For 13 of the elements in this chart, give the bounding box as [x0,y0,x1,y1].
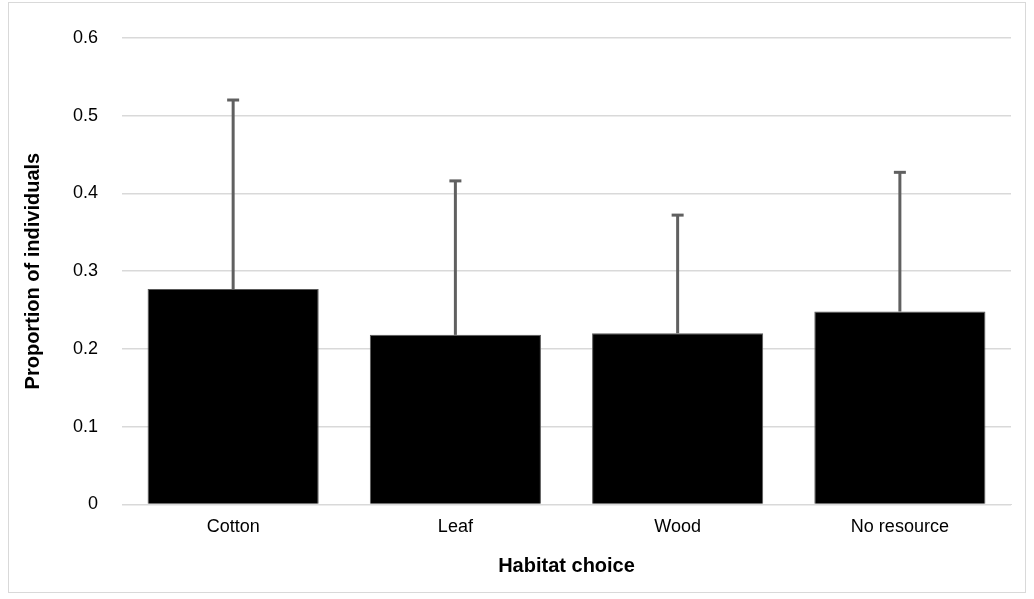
y-tick-label: 0.2 [72,337,99,358]
y-tick-label: 0.5 [72,104,99,125]
y-tick-label: 0 [88,493,99,514]
y-axis-title: Proportion of individuals [20,152,43,390]
y-tick-label: 0.1 [72,415,99,436]
y-tick-label: 0.4 [72,182,99,203]
x-axis-title: Habitat choice [498,553,635,576]
y-tick-label: 0.6 [72,26,99,47]
x-tick-label: Wood [654,516,701,537]
x-tick-label: Leaf [437,516,474,537]
x-tick-label: No resource [850,516,949,537]
x-tick-label: Cotton [206,516,260,537]
y-tick-label: 0.3 [72,260,99,281]
